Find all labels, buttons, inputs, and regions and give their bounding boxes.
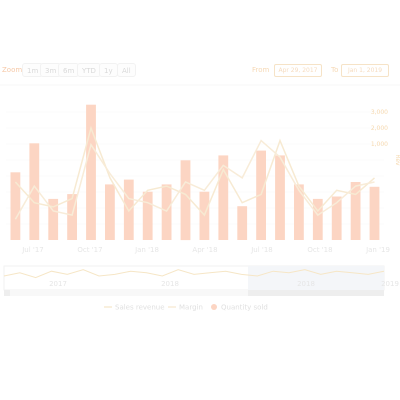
sales-revenue-line [14, 125, 375, 217]
quantity-bar [180, 160, 191, 241]
quantity-bar [105, 184, 115, 240]
quantity-bar [312, 198, 323, 240]
navigator-tick-label: 2019 [381, 280, 399, 288]
zoom-label: Zoom [2, 66, 23, 74]
legend-label: Sales revenue [115, 304, 165, 312]
right-tick-label: 1,000 [371, 141, 388, 148]
quantity-bar [275, 155, 285, 240]
right-tick-label: 3,000 [371, 109, 388, 116]
bars [10, 104, 380, 241]
quantity-bar [331, 196, 342, 240]
navigator-scroll-right-button [378, 290, 384, 296]
navigator-tick-label: 2018 [297, 280, 315, 288]
x-tick-label: Oct '17 [77, 246, 102, 254]
to-label: To [331, 66, 339, 74]
x-tick-label: Apr '18 [192, 246, 217, 254]
legend-label: Margin [179, 304, 203, 312]
x-tick-label: Oct '18 [307, 246, 332, 254]
navigator-tick-label: 2017 [49, 280, 67, 288]
quantity-bar [142, 191, 153, 240]
zoom-3m-button[interactable]: 3m [40, 63, 62, 77]
legend: Sales revenue Margin Quantity sold [104, 304, 268, 312]
x-axis: Jul '17 Oct '17 Jan '18 Apr '18 Jul '18 Oct '… [21, 246, 390, 254]
x-tick-label: Jul '17 [21, 246, 44, 254]
quantity-bar [369, 186, 380, 240]
quantity-bar [67, 194, 77, 240]
quantity-bar [256, 150, 266, 240]
quantity-bar [350, 182, 361, 240]
zoom-all-button[interactable]: All [117, 63, 136, 77]
right-axis-title: Rev [394, 154, 400, 166]
x-tick-label: Jan '19 [365, 246, 390, 254]
navigator-tick-label: 2018 [161, 280, 179, 288]
x-tick-label: Jul '18 [250, 246, 273, 254]
from-label: From [252, 66, 270, 74]
from-date-input[interactable]: Apr 29, 2017 [274, 64, 322, 77]
quantity-bar [10, 172, 21, 240]
zoom-6m-button[interactable]: 6m [58, 63, 80, 77]
quantity-bar [86, 104, 96, 240]
navigator-line [3, 269, 385, 279]
quantity-bar [237, 206, 248, 240]
zoom-1y-button[interactable]: 1y [99, 63, 118, 77]
quantity-bar [218, 155, 229, 240]
navigator-scroll-left-button [4, 290, 10, 296]
lines [14, 125, 375, 220]
margin-line [14, 139, 375, 220]
legend-label: Quantity sold [221, 304, 268, 312]
to-date-input[interactable]: Jan 1, 2019 [341, 64, 389, 77]
navigator-selection [248, 266, 384, 290]
quantity-bar [294, 184, 304, 240]
legend-marker [211, 304, 217, 310]
right-axis: 3,000 2,000 1,000 Rev [371, 109, 400, 166]
navigator-scrollbar-thumb [248, 290, 384, 296]
navigator-scrollbar-track [4, 290, 384, 296]
quantity-bar [48, 198, 59, 240]
quantity-bar [29, 143, 40, 240]
range-selector: Zoom 1m 3m 6m YTD 1y All From Apr 29, 20… [0, 62, 400, 80]
right-tick-label: 2,000 [371, 125, 388, 132]
navigator[interactable]: 2017 2018 2018 2019 [3, 265, 399, 296]
quantity-bar [161, 184, 172, 240]
grid [6, 111, 384, 225]
x-tick-label: Jan '18 [134, 246, 159, 254]
